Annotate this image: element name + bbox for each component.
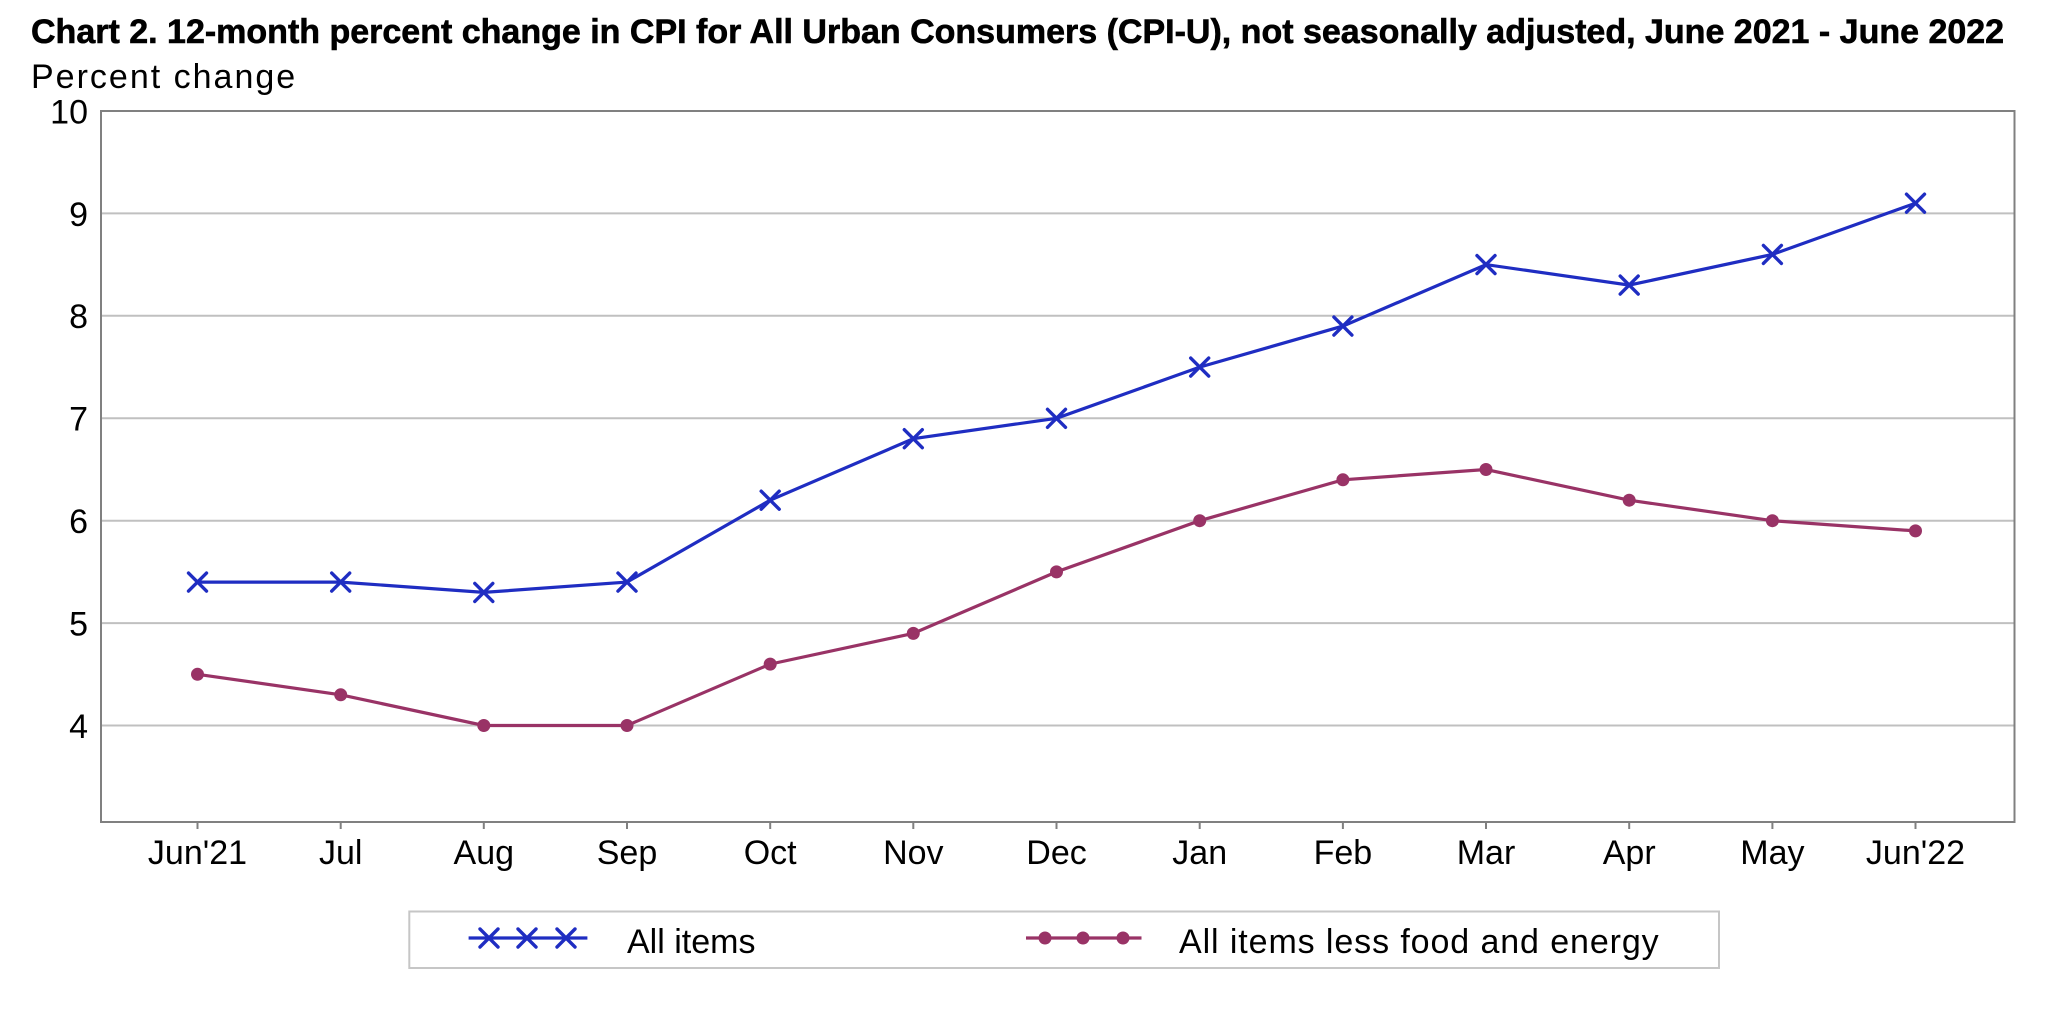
svg-text:Jan: Jan: [1172, 834, 1227, 872]
svg-text:10: 10: [50, 93, 88, 131]
svg-text:Dec: Dec: [1026, 834, 1086, 872]
svg-text:Apr: Apr: [1603, 834, 1656, 872]
svg-text:May: May: [1740, 834, 1804, 872]
svg-text:4: 4: [69, 708, 88, 746]
svg-text:Jun'22: Jun'22: [1866, 834, 1965, 872]
svg-text:Feb: Feb: [1314, 834, 1373, 872]
svg-text:Sep: Sep: [597, 834, 658, 872]
svg-text:Chart 2. 12-month percent chan: Chart 2. 12-month percent change in CPI …: [31, 13, 2004, 51]
svg-text:Jul: Jul: [319, 834, 362, 872]
svg-text:Percent change: Percent change: [31, 58, 297, 96]
svg-text:Jun'21: Jun'21: [148, 834, 247, 872]
svg-text:Oct: Oct: [744, 834, 797, 872]
svg-text:5: 5: [69, 606, 88, 644]
svg-text:Mar: Mar: [1457, 834, 1516, 872]
svg-text:All items: All items: [627, 923, 755, 961]
svg-text:7: 7: [69, 401, 88, 439]
svg-text:8: 8: [69, 298, 88, 336]
svg-text:6: 6: [69, 503, 88, 541]
svg-text:9: 9: [69, 196, 88, 234]
svg-text:Nov: Nov: [883, 834, 943, 872]
svg-text:Aug: Aug: [454, 834, 515, 872]
svg-text:All items less food and energy: All items less food and energy: [1179, 923, 1660, 961]
